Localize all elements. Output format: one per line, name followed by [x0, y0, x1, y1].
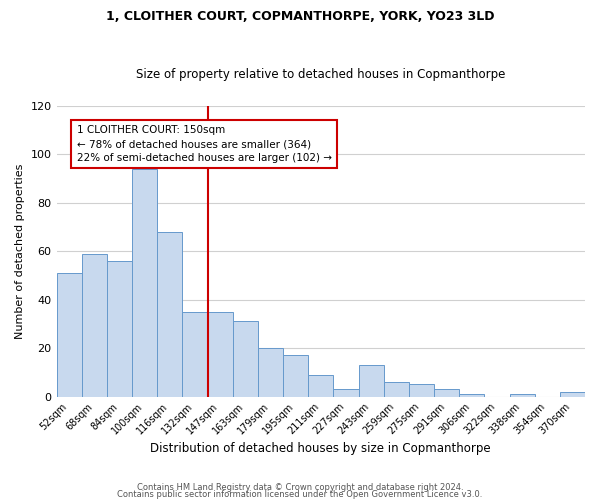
Title: Size of property relative to detached houses in Copmanthorpe: Size of property relative to detached ho…	[136, 68, 505, 81]
Bar	[208, 312, 233, 396]
Bar	[132, 169, 157, 396]
Bar	[182, 312, 208, 396]
Bar	[334, 390, 359, 396]
Bar	[107, 261, 132, 396]
Bar	[157, 232, 182, 396]
Bar	[409, 384, 434, 396]
Bar	[509, 394, 535, 396]
Text: Contains public sector information licensed under the Open Government Licence v3: Contains public sector information licen…	[118, 490, 482, 499]
Bar	[82, 254, 107, 396]
Text: 1 CLOITHER COURT: 150sqm
← 78% of detached houses are smaller (364)
22% of semi-: 1 CLOITHER COURT: 150sqm ← 78% of detach…	[77, 125, 332, 163]
Bar	[258, 348, 283, 397]
Bar	[308, 375, 334, 396]
X-axis label: Distribution of detached houses by size in Copmanthorpe: Distribution of detached houses by size …	[151, 442, 491, 455]
Text: 1, CLOITHER COURT, COPMANTHORPE, YORK, YO23 3LD: 1, CLOITHER COURT, COPMANTHORPE, YORK, Y…	[106, 10, 494, 23]
Y-axis label: Number of detached properties: Number of detached properties	[15, 164, 25, 339]
Bar	[233, 322, 258, 396]
Bar	[359, 365, 383, 396]
Bar	[383, 382, 409, 396]
Bar	[56, 273, 82, 396]
Bar	[283, 356, 308, 397]
Text: Contains HM Land Registry data © Crown copyright and database right 2024.: Contains HM Land Registry data © Crown c…	[137, 484, 463, 492]
Bar	[434, 390, 459, 396]
Bar	[459, 394, 484, 396]
Bar	[560, 392, 585, 396]
